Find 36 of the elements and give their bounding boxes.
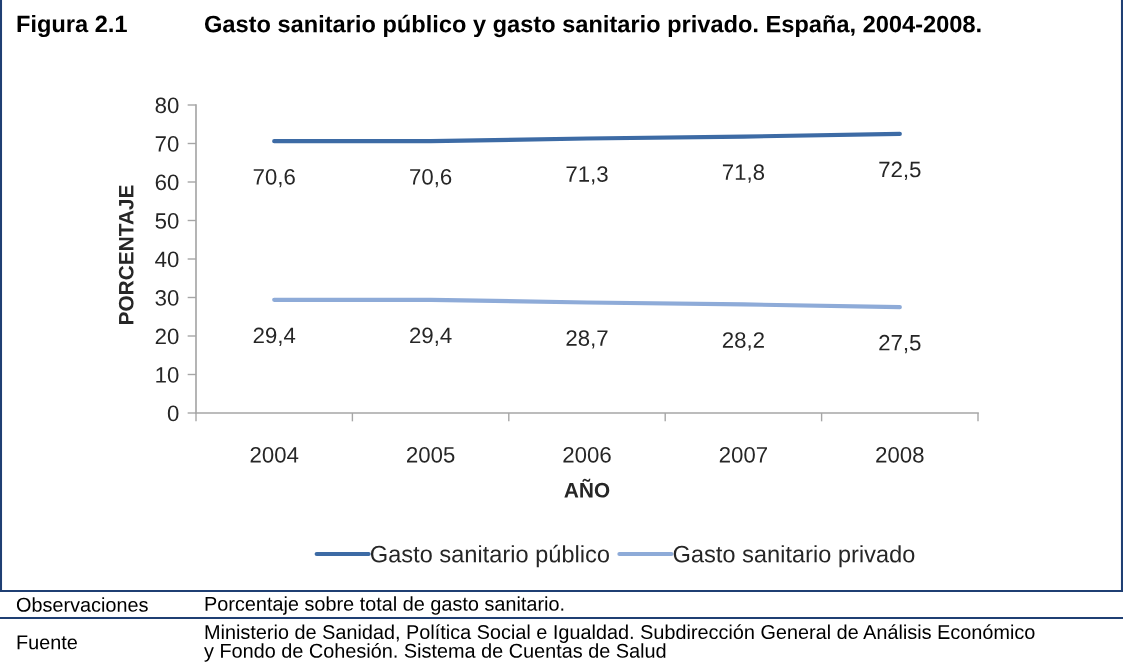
y-tick-label: 10 <box>156 367 179 383</box>
text: Observaciones <box>16 597 148 612</box>
data-label: 28,2 <box>722 332 764 351</box>
x-axis-title: AÑO <box>564 478 610 498</box>
y-axis-title: PORCENTAJE <box>118 185 134 325</box>
data-label: 71,3 <box>566 166 608 185</box>
legend-label: Gasto sanitario privado <box>673 545 915 568</box>
data-label: 71,8 <box>722 164 765 183</box>
chart-title: Gasto sanitario público y gasto sanitario privado. España, 2004-2008. <box>204 14 981 38</box>
data-label: 28,7 <box>566 330 608 349</box>
x-tick-label: 2005 <box>407 446 455 463</box>
y-tick-label: 30 <box>155 290 179 306</box>
x-tick-label: 2006 <box>563 446 611 463</box>
x-tick-label: 2004 <box>250 446 299 463</box>
data-label: 70,6 <box>253 168 295 188</box>
data-label: 27,5 <box>879 334 921 354</box>
data-label: 29,4 <box>410 327 452 346</box>
data-label: 29,4 <box>253 327 296 346</box>
y-tick-label: 0 <box>167 405 179 422</box>
text: Figura 2.1 <box>17 14 127 38</box>
legend-label: Gasto sanitario público <box>370 544 609 568</box>
y-tick-label: 80 <box>155 97 179 114</box>
y-tick-label: 20 <box>155 328 179 345</box>
data-label: 72,5 <box>879 161 921 180</box>
y-tick-label: 60 <box>155 174 179 191</box>
text: Fuente <box>17 635 77 650</box>
y-tick-label: 40 <box>155 251 179 268</box>
data-label: 70,6 <box>410 168 452 188</box>
line-series <box>272 131 902 144</box>
text: Porcentaje sobre total de gasto sanitario. <box>205 596 564 615</box>
x-tick-label: 2008 <box>876 446 924 463</box>
x-tick-label: 2007 <box>719 446 767 463</box>
y-tick-label: 50 <box>155 213 179 229</box>
y-tick-label: 70 <box>155 136 179 152</box>
text: Ministerio de Sanidad, Política Social e Igualdad. Subdirección General de Análisis Económico y Fondo de Cohesión. Sistema de Cuentas de Salud <box>204 624 1035 662</box>
line-series <box>272 297 902 310</box>
